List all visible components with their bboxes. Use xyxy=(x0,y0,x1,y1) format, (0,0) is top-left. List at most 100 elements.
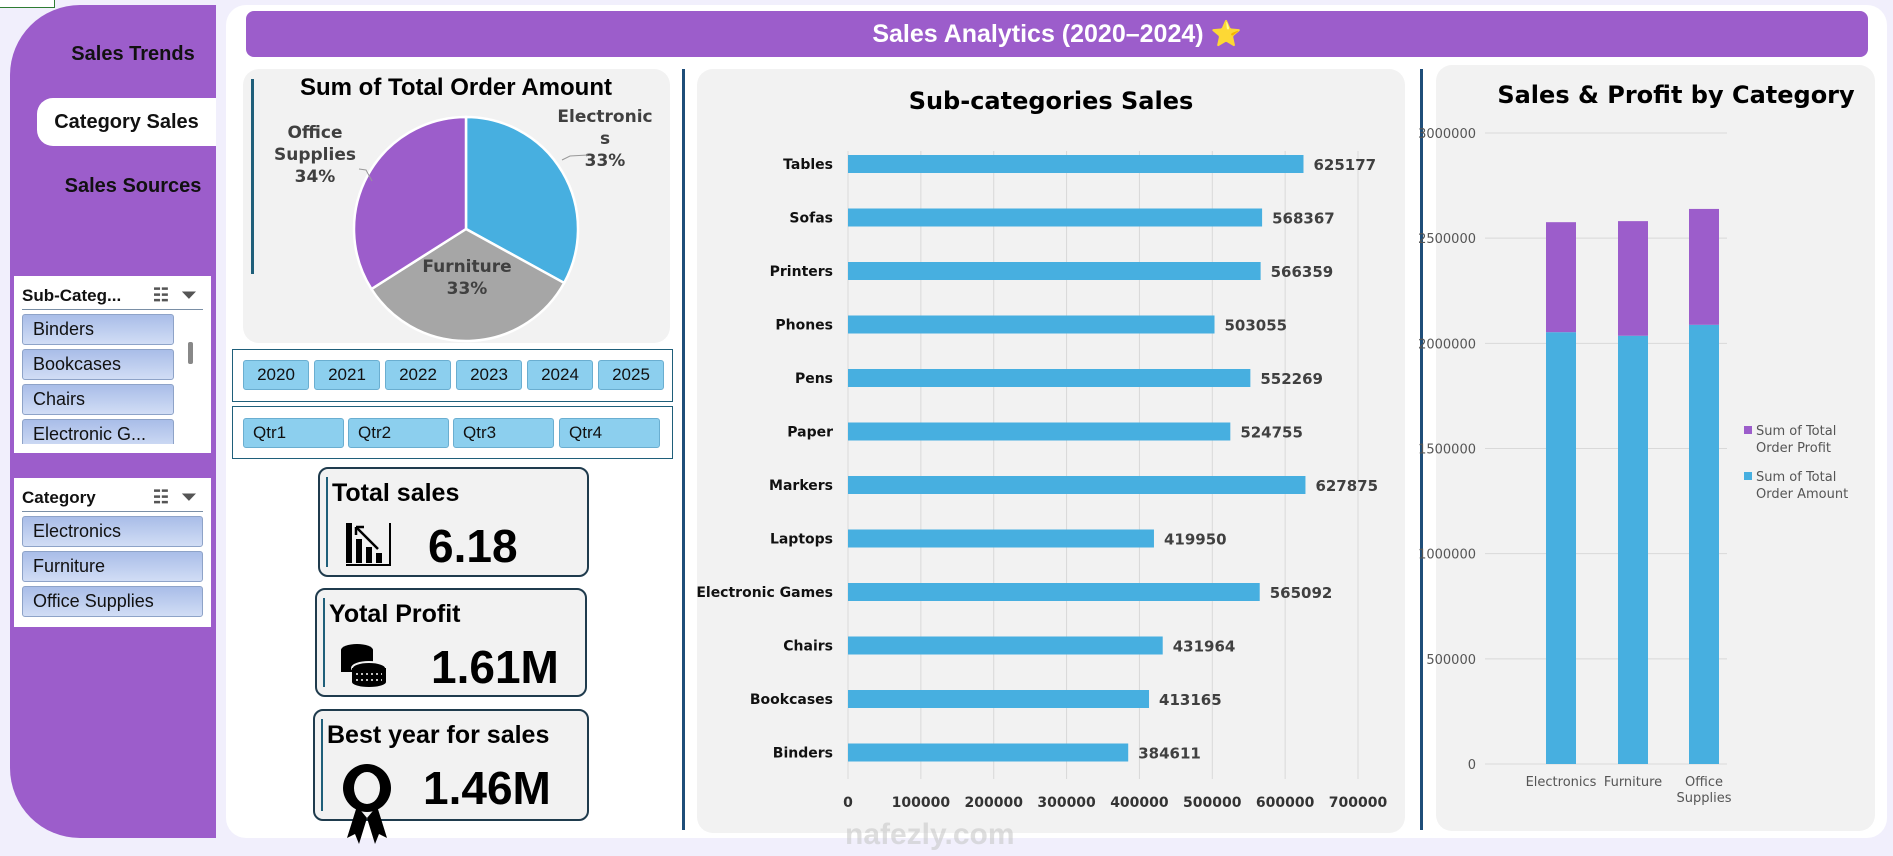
category-label: Binders xyxy=(773,746,833,762)
multi-select-icon[interactable]: ☷ xyxy=(152,285,170,305)
nav-sales-sources[interactable]: Sales Sources xyxy=(64,175,202,197)
nav-sales-trends[interactable]: Sales Trends xyxy=(71,43,195,65)
category-label: Markers xyxy=(769,478,833,494)
slicer-title: Category xyxy=(22,487,96,507)
bar-printers xyxy=(848,262,1261,280)
slicer-item-furniture[interactable]: Furniture xyxy=(22,551,203,582)
award-ribbon-icon xyxy=(343,764,391,844)
multi-select-icon[interactable]: ☷ xyxy=(152,487,170,507)
bar-markers xyxy=(848,476,1306,494)
x-tick-label: 600000 xyxy=(1256,795,1315,811)
slicer-item-electronics[interactable]: Electronics xyxy=(22,516,203,547)
category-label: Paper xyxy=(787,425,833,441)
bar-binders xyxy=(848,743,1129,762)
subcategory-slicer: Sub-Categ... ☷ ⏷ Binders Bookcases Chairs … xyxy=(14,276,211,453)
x-tick-label: 400000 xyxy=(1110,795,1169,811)
quarter-slicer: Qtr1 Qtr2 Qtr3 Qtr4 xyxy=(232,406,673,459)
year-2023-button[interactable]: 2023 xyxy=(456,360,522,390)
pie-label: Electronic s xyxy=(557,107,652,149)
x-tick-label: 700000 xyxy=(1329,795,1388,811)
slicer-item-office-supplies[interactable]: Office Supplies xyxy=(22,586,203,617)
year-slicer: 2020 2021 2022 2023 2024 2025 xyxy=(232,349,673,402)
y-tick-label: 1500000 xyxy=(1418,443,1476,458)
category-label: Pens xyxy=(795,371,833,387)
slicer-scrollbar[interactable] xyxy=(188,342,193,364)
category-label: Phones xyxy=(775,318,833,334)
year-2020-button[interactable]: 2020 xyxy=(243,360,309,390)
divider xyxy=(1420,69,1423,830)
category-label: Bookcases xyxy=(750,692,833,708)
x-tick-label: 0 xyxy=(843,795,853,811)
pie-slice-0 xyxy=(464,115,580,285)
bar-chart-growth-icon xyxy=(346,523,391,566)
slicer-title: Sub-Categ... xyxy=(22,285,122,305)
legend-label: Sum of Total Order Profit xyxy=(1756,424,1836,456)
clear-filter-icon[interactable]: ⏷ xyxy=(181,487,197,507)
accent-line xyxy=(251,79,254,274)
y-tick-label: 500000 xyxy=(1426,653,1476,668)
clear-filter-icon[interactable]: ⏷ xyxy=(181,285,197,305)
kpi-value: 1.46M xyxy=(423,762,551,814)
pie-percent: 34% xyxy=(295,167,336,187)
pie-slice-2 xyxy=(352,115,468,291)
slicer-item-chairs[interactable]: Chairs xyxy=(22,384,174,415)
qtr3-button[interactable]: Qtr3 xyxy=(453,418,554,448)
data-label: 419950 xyxy=(1164,531,1227,549)
y-tick-label: 0 xyxy=(1468,758,1476,773)
data-label: 566359 xyxy=(1271,263,1334,281)
year-2022-button[interactable]: 2022 xyxy=(385,360,451,390)
year-2025-button[interactable]: 2025 xyxy=(598,360,664,390)
pie-percent: 33% xyxy=(447,279,488,299)
data-label: 524755 xyxy=(1240,424,1303,442)
category-label: Furniture xyxy=(1604,775,1662,790)
pie-label: Furniture xyxy=(422,257,511,277)
category-label: Laptops xyxy=(770,532,833,548)
kpi-total-sales: Total sales 6.18 xyxy=(318,467,589,577)
category-label: Tables xyxy=(783,157,833,173)
kpi-label: Total sales xyxy=(332,479,460,507)
pie-slice-1 xyxy=(369,227,566,343)
window-corner xyxy=(0,0,55,8)
qtr2-button[interactable]: Qtr2 xyxy=(348,418,449,448)
qtr1-button[interactable]: Qtr1 xyxy=(243,418,344,448)
dashboard-title: Sales Analytics (2020–2024) ⭐ xyxy=(246,11,1868,57)
legend-swatch xyxy=(1744,426,1752,434)
data-label: 384611 xyxy=(1138,745,1201,763)
slicer-item-bookcases[interactable]: Bookcases xyxy=(22,349,174,380)
kpi-value: 6.18 xyxy=(428,520,518,572)
nav-category-sales[interactable]: Category Sales xyxy=(37,98,216,146)
bar-phones xyxy=(848,315,1215,334)
x-tick-label: 200000 xyxy=(964,795,1023,811)
data-label: 568367 xyxy=(1272,210,1335,228)
accent-line xyxy=(321,719,323,811)
accent-line xyxy=(326,477,328,567)
category-label: Chairs xyxy=(783,639,833,655)
slicer-item-binders[interactable]: Binders xyxy=(22,314,174,345)
slicer-item-electronic-games[interactable]: Electronic G... xyxy=(22,419,174,444)
kpi-label: Best year for sales xyxy=(327,721,550,749)
category-label: Electronics xyxy=(1526,775,1597,790)
bar-chairs xyxy=(848,636,1163,655)
year-2024-button[interactable]: 2024 xyxy=(527,360,593,390)
category-label: Sofas xyxy=(789,211,833,227)
pie-percent: 33% xyxy=(585,151,626,171)
stacked-bar-segment xyxy=(1618,221,1648,336)
kpi-best-year: Best year for sales 1.46M xyxy=(313,709,589,821)
y-tick-label: 2000000 xyxy=(1418,337,1476,352)
bar-paper xyxy=(848,422,1231,441)
bar-tables xyxy=(848,155,1304,173)
data-label: 625177 xyxy=(1313,156,1376,174)
legend-swatch xyxy=(1744,472,1752,480)
year-2021-button[interactable]: 2021 xyxy=(314,360,380,390)
kpi-total-profit: Yotal Profit 1.61M xyxy=(315,588,587,697)
qtr4-button[interactable]: Qtr4 xyxy=(559,418,660,448)
data-label: 552269 xyxy=(1260,370,1323,388)
bar-sofas xyxy=(848,208,1263,227)
y-tick-label: 1000000 xyxy=(1418,548,1476,563)
stacked-bar-segment xyxy=(1689,208,1719,325)
pie-label: Office Supplies xyxy=(274,123,356,165)
pie-title: Sum of Total Order Amount xyxy=(300,74,612,101)
stacked-bar-segment xyxy=(1618,335,1648,764)
y-tick-label: 2500000 xyxy=(1418,232,1476,247)
data-label: 503055 xyxy=(1225,317,1288,335)
